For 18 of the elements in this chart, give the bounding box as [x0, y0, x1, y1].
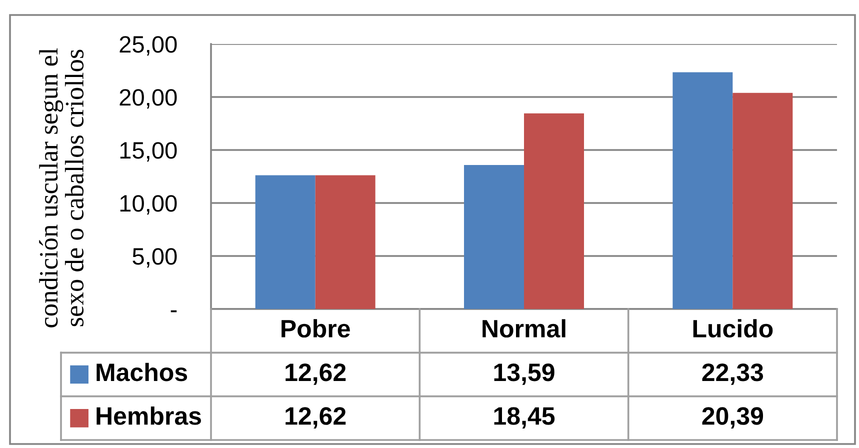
y-axis-title: condición uscular segun el sexo de o caballos criollos	[39, 48, 84, 328]
x-tick-label: Lucido	[693, 319, 773, 338]
x-tick-label: Normal	[482, 319, 566, 338]
data-label: 22,33	[702, 364, 764, 385]
legend-label: Machos	[96, 362, 188, 382]
data-label: 20,39	[702, 407, 764, 429]
legend-label: Hembras	[96, 406, 201, 425]
data-label: 12,62	[286, 407, 346, 429]
y-tick-label: 10,00	[120, 195, 177, 215]
data-label: 12,62	[286, 364, 346, 385]
y-tick-label: 25,00	[120, 36, 177, 56]
y-tick-label: 15,00	[120, 142, 177, 162]
y-tick-label: -	[170, 310, 177, 312]
data-label: 18,45	[494, 407, 555, 429]
x-tick-label: Pobre	[282, 319, 350, 338]
y-tick-label: 20,00	[120, 89, 177, 109]
data-label: 13,59	[494, 364, 554, 385]
y-tick-label: 5,00	[132, 248, 177, 268]
